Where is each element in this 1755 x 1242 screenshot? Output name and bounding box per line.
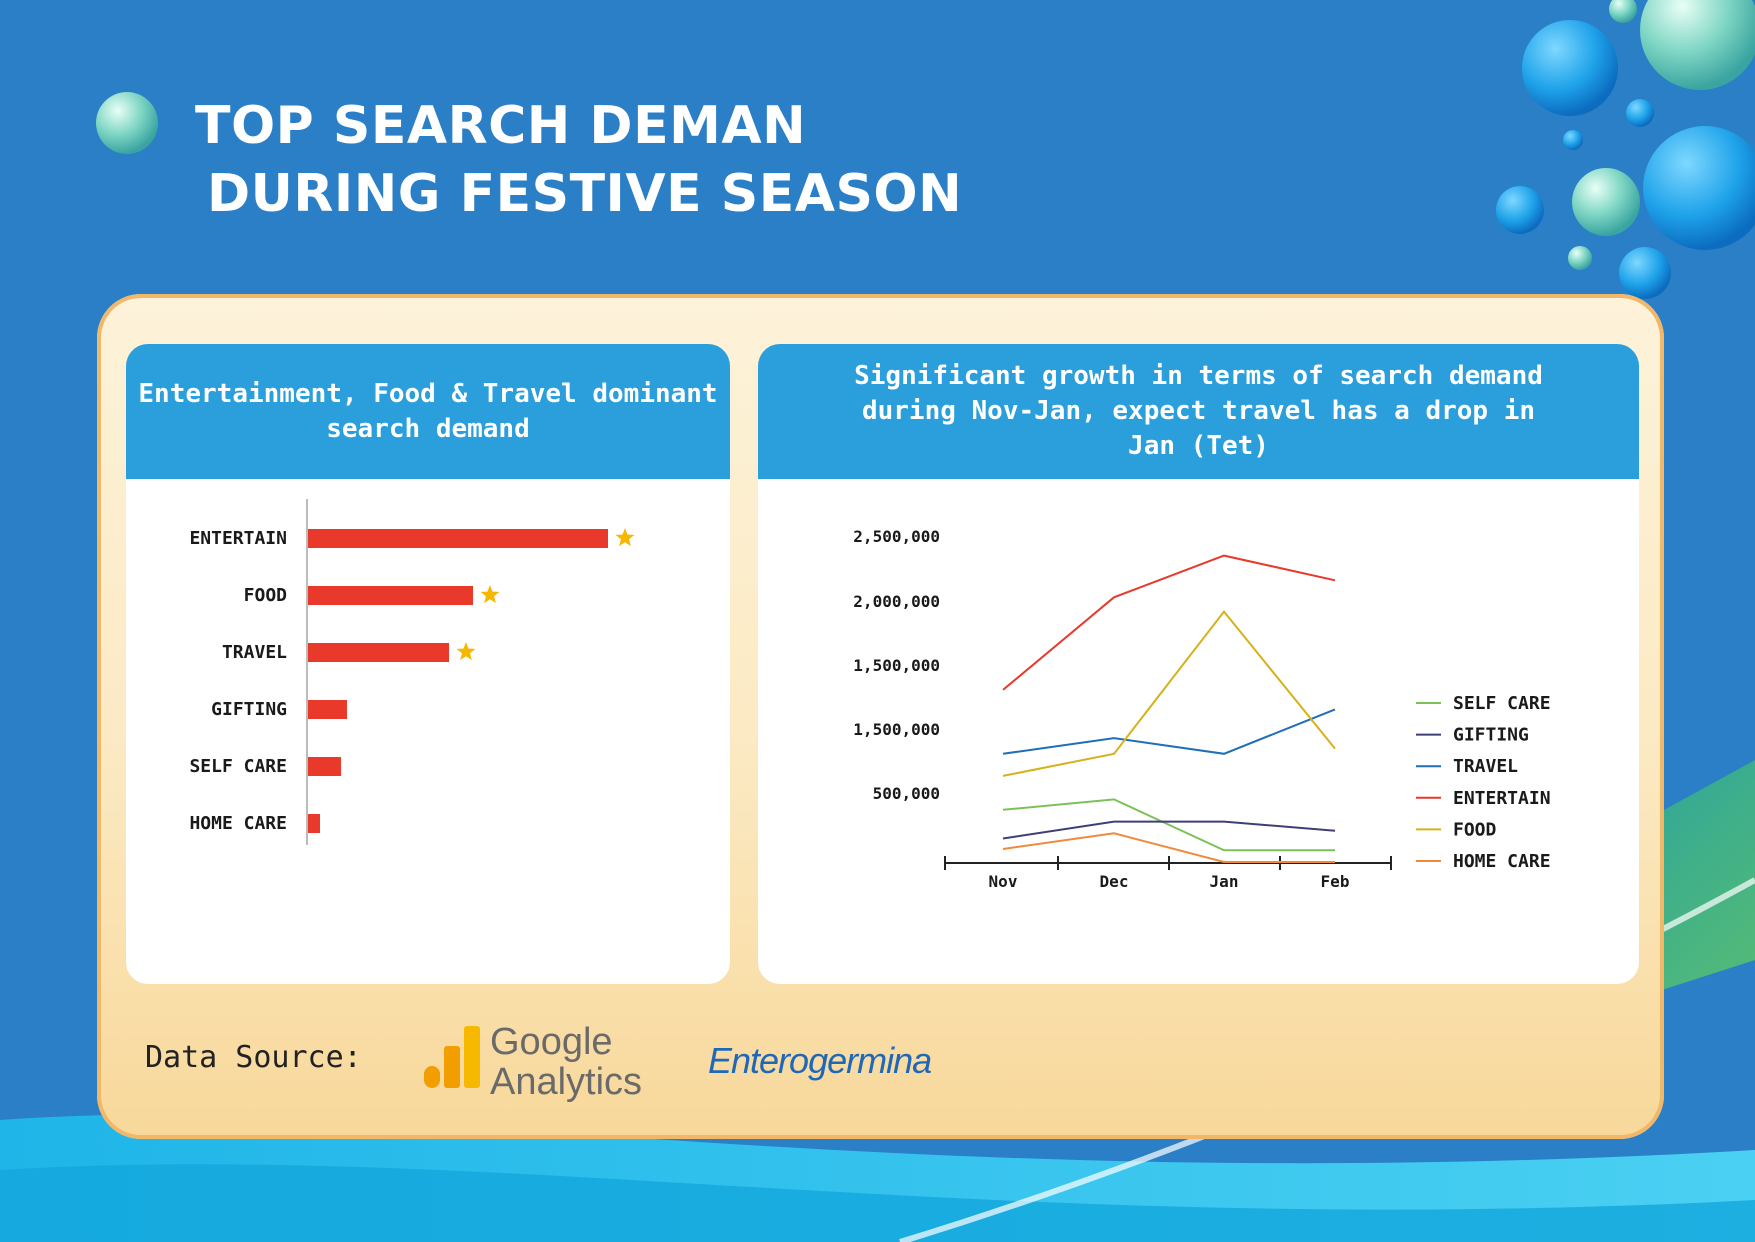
bar-category-label: SELF CARE <box>189 756 287 777</box>
y-tick-label: 1,500,000 <box>853 656 940 675</box>
legend-label: SELF CARE <box>1453 693 1551 714</box>
bar-category-label: HOME CARE <box>189 813 287 834</box>
ga-word-google: Google <box>490 1021 613 1063</box>
x-tick-label: Dec <box>1100 872 1129 891</box>
series-line-food <box>1002 609 1336 777</box>
bar-self-care <box>308 757 341 776</box>
title-line-2: DURING FESTIVE SEASON <box>207 164 963 224</box>
star-icon <box>480 585 500 604</box>
ga-word-analytics: Analytics <box>490 1061 643 1103</box>
y-tick-label: 500,000 <box>873 784 940 803</box>
google-analytics-wordmark: Google Analytics <box>490 1022 642 1102</box>
series-line-travel <box>1002 708 1336 755</box>
series-line-gifting <box>1002 820 1336 840</box>
bar-entertain <box>308 529 608 548</box>
bar-home-care <box>308 814 320 833</box>
line-chart: 2,500,000 2,000,000 1,500,000 1,500,000 500,… <box>853 527 1551 891</box>
title-line-1: TOP SEARCH DEMAN <box>195 96 807 156</box>
series-line-self-care <box>1002 798 1335 852</box>
series-line-entertain <box>1002 554 1336 691</box>
bar-category-label: ENTERTAIN <box>189 528 287 549</box>
x-tick-label: Feb <box>1321 872 1350 891</box>
legend-label: HOME CARE <box>1453 851 1551 872</box>
y-tick-label: 2,500,000 <box>853 527 940 546</box>
enterogermina-logo: Enterogermina <box>708 1040 932 1081</box>
bar-chart: ENTERTAIN FOOD TRAVEL GIFTING SELF CARE HOME … <box>189 499 635 845</box>
bar-chart-heading: Entertainment, Food & Travel dominant se… <box>126 344 730 479</box>
legend-label: ENTERTAIN <box>1453 788 1551 809</box>
bar-category-label: GIFTING <box>211 699 287 720</box>
bar-gifting <box>308 700 347 719</box>
bar-category-label: TRAVEL <box>222 642 287 663</box>
google-analytics-logo-icon <box>424 1026 480 1088</box>
legend-label: TRAVEL <box>1453 756 1518 777</box>
y-tick-label: 1,500,000 <box>853 720 940 739</box>
bar-chart-card: Entertainment, Food & Travel dominant se… <box>126 344 730 984</box>
y-tick-label: 2,000,000 <box>853 592 940 611</box>
star-icon <box>615 528 635 547</box>
legend-label: GIFTING <box>1453 725 1529 746</box>
star-icon <box>456 642 476 661</box>
data-source-label: Data Source: <box>145 1040 362 1075</box>
x-tick-label: Nov <box>989 872 1018 891</box>
bar-category-label: FOOD <box>244 585 288 606</box>
bar-food <box>308 586 473 605</box>
x-tick-label: Jan <box>1210 872 1239 891</box>
legend-label: FOOD <box>1453 819 1497 840</box>
bar-travel <box>308 643 449 662</box>
line-chart-heading: Significant growth in terms of search de… <box>758 344 1639 479</box>
series-line-home-care <box>1002 832 1335 863</box>
page-title: TOP SEARCH DEMAN DURING FESTIVE SEASON <box>195 92 962 228</box>
line-chart-card: Significant growth in terms of search de… <box>758 344 1639 984</box>
